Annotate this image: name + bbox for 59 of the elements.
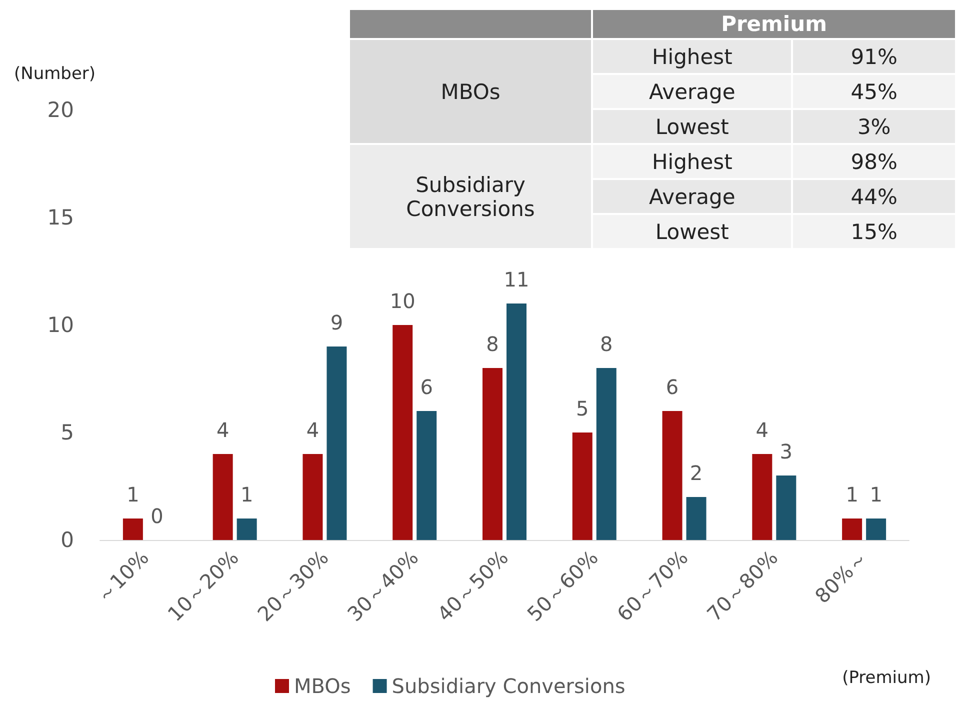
data-label: 8 [486, 332, 499, 356]
bar [326, 346, 347, 540]
bar [302, 454, 323, 540]
bar [776, 476, 796, 540]
text: 91% [850, 44, 898, 68]
data-label: 3 [780, 440, 793, 464]
annotation: Lowest [593, 215, 792, 248]
y-tick-label: 5 [60, 420, 74, 444]
bar [596, 368, 616, 540]
bar [416, 411, 437, 540]
bar [506, 304, 526, 540]
data-label: 5 [576, 396, 589, 420]
annotation: Lowest [593, 110, 792, 143]
text: MBOs [440, 80, 500, 104]
data-label: 6 [420, 375, 433, 399]
x-axis-title: (Premium) [842, 668, 931, 688]
annotation: Highest [593, 145, 792, 178]
data-label: 6 [666, 375, 679, 399]
bar [212, 454, 233, 540]
data-label: 11 [504, 268, 530, 292]
bar [572, 432, 592, 540]
bar [662, 411, 682, 540]
text: Average [649, 80, 736, 104]
data-label: 2 [690, 461, 703, 485]
data-label: 1 [846, 482, 858, 506]
annotation: 98% [793, 145, 955, 178]
annotation: 3% [793, 110, 955, 143]
data-label: 8 [600, 332, 613, 356]
annotation: Subsidiary Conversions [350, 145, 592, 248]
data-label: 1 [126, 482, 140, 506]
data-label: 1 [240, 482, 254, 506]
bar [842, 518, 862, 540]
y-tick-label: 15 [47, 206, 74, 230]
data-label: 4 [306, 418, 320, 442]
data-label: 0 [150, 504, 164, 528]
bar [686, 497, 706, 540]
bar [866, 518, 886, 540]
bar [122, 518, 143, 540]
data-label: 4 [216, 418, 230, 442]
data-label: 10 [390, 289, 416, 313]
data-label: 1 [870, 482, 882, 506]
annotation: 15% [793, 215, 955, 248]
annotation: 44% [793, 180, 955, 213]
data-label: 9 [330, 310, 344, 334]
y-axis-title: (Number) [14, 64, 96, 84]
y-tick-label: 10 [47, 313, 74, 337]
legend-label: Subsidiary Conversions [392, 674, 626, 698]
bar [482, 368, 502, 540]
y-tick-label: 0 [60, 528, 74, 552]
data-label: 4 [756, 418, 769, 442]
y-tick-label: 20 [47, 98, 74, 122]
bar [392, 325, 413, 540]
legend-label: MBOs [294, 674, 351, 698]
annotation: Average [593, 180, 792, 213]
bar [752, 454, 772, 540]
text: Premium [721, 12, 827, 36]
bar [236, 518, 257, 540]
text: 45% [850, 80, 898, 104]
text: Highest [652, 44, 732, 68]
